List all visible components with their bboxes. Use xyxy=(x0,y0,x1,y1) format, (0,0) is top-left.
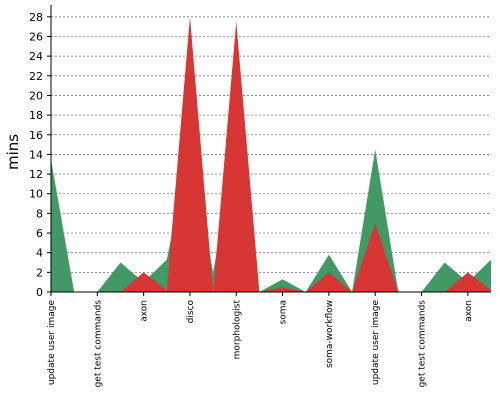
axes xyxy=(50,5,491,293)
series-area xyxy=(51,139,491,292)
y-axis-title: mins xyxy=(4,134,22,170)
x-tick-label: update user image xyxy=(47,300,57,386)
x-tick-label: get test commands xyxy=(418,300,428,388)
y-tick-label: 18 xyxy=(29,109,43,122)
y-tick-label: 10 xyxy=(29,188,43,201)
y-tick-label: 4 xyxy=(36,247,43,260)
y-tick-label: 8 xyxy=(36,207,43,220)
y-tick-label: 26 xyxy=(29,30,43,43)
y-gridlines xyxy=(47,16,491,293)
y-tick-label: 28 xyxy=(29,11,43,24)
x-tick-label: morphologist xyxy=(232,300,242,360)
series-areas xyxy=(51,16,491,293)
x-tick-label: disco xyxy=(186,300,196,324)
y-tick-label: 0 xyxy=(36,286,43,299)
y-tick-label: 12 xyxy=(29,168,43,181)
y-tick-label: 20 xyxy=(29,89,43,102)
y-tick-label: 2 xyxy=(36,266,43,279)
y-tick-label: 24 xyxy=(29,50,43,63)
x-tick-label: axon xyxy=(464,300,474,322)
y-tick-label: 14 xyxy=(29,148,43,161)
x-tick-labels: update user image get test commands axon di… xyxy=(47,292,474,387)
x-tick-label: soma xyxy=(279,300,289,324)
x-tick-label: get test commands xyxy=(93,300,103,388)
x-tick-label: soma-workflow xyxy=(325,300,335,368)
y-tick-label: 22 xyxy=(29,70,43,83)
y-tick-label: 16 xyxy=(29,129,43,142)
x-tick-label: update user image xyxy=(371,300,381,386)
x-tick-label: axon xyxy=(140,300,150,322)
y-tick-label: 6 xyxy=(36,227,43,240)
